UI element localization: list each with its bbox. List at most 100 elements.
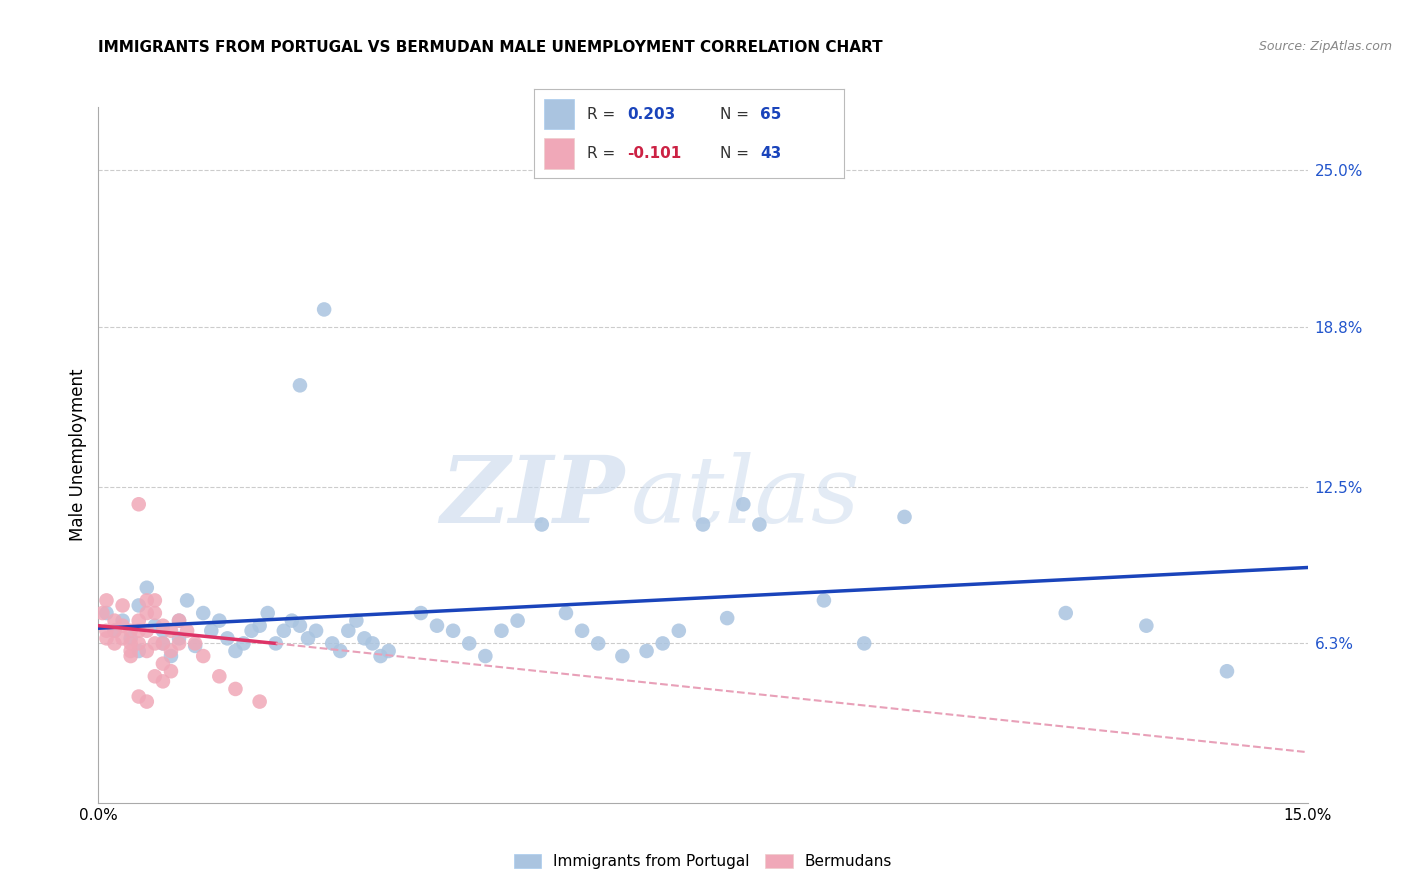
- Point: [152, 636, 174, 650]
- Point: [152, 674, 174, 689]
- Point: [249, 695, 271, 709]
- Point: [111, 614, 134, 628]
- Point: [135, 644, 157, 658]
- Point: [530, 517, 553, 532]
- Point: [96, 624, 118, 638]
- Point: [1054, 606, 1077, 620]
- Point: [249, 618, 271, 632]
- Point: [853, 636, 876, 650]
- Point: [128, 690, 150, 704]
- Point: [668, 624, 690, 638]
- Point: [264, 636, 287, 650]
- Point: [103, 614, 125, 628]
- Point: [143, 618, 166, 632]
- Point: [111, 632, 134, 646]
- Point: [160, 644, 183, 658]
- Point: [96, 632, 118, 646]
- Point: [193, 606, 215, 620]
- Point: [409, 606, 432, 620]
- Point: [143, 636, 166, 650]
- Point: [305, 624, 328, 638]
- Point: [111, 618, 134, 632]
- Point: [224, 681, 246, 696]
- Point: [167, 614, 190, 628]
- Text: Source: ZipAtlas.com: Source: ZipAtlas.com: [1258, 40, 1392, 54]
- Point: [813, 593, 835, 607]
- Point: [167, 636, 190, 650]
- Text: N =: N =: [720, 146, 754, 161]
- Point: [152, 618, 174, 632]
- Point: [160, 648, 183, 663]
- Point: [91, 606, 114, 620]
- Point: [184, 639, 207, 653]
- Point: [103, 636, 125, 650]
- Point: [143, 606, 166, 620]
- Point: [506, 614, 529, 628]
- Point: [143, 669, 166, 683]
- Point: [152, 636, 174, 650]
- Text: 43: 43: [761, 146, 782, 161]
- Point: [281, 614, 304, 628]
- Point: [612, 648, 634, 663]
- Point: [586, 636, 609, 650]
- Point: [128, 644, 150, 658]
- Point: [232, 636, 254, 650]
- Point: [208, 614, 231, 628]
- Point: [288, 378, 311, 392]
- Legend: Immigrants from Portugal, Bermudans: Immigrants from Portugal, Bermudans: [508, 847, 898, 875]
- Point: [377, 644, 399, 658]
- Text: 65: 65: [761, 107, 782, 121]
- Point: [143, 593, 166, 607]
- Point: [120, 644, 142, 658]
- Point: [555, 606, 578, 620]
- Text: -0.101: -0.101: [627, 146, 682, 161]
- Point: [474, 648, 496, 663]
- Point: [120, 636, 142, 650]
- Point: [176, 593, 198, 607]
- Point: [426, 618, 449, 632]
- Point: [135, 624, 157, 638]
- Point: [200, 624, 222, 638]
- Point: [733, 497, 755, 511]
- Point: [128, 614, 150, 628]
- Point: [1216, 665, 1239, 679]
- Point: [135, 606, 157, 620]
- Point: [370, 648, 392, 663]
- Point: [1135, 618, 1157, 632]
- Point: [135, 593, 157, 607]
- Point: [160, 665, 183, 679]
- Point: [716, 611, 738, 625]
- Text: R =: R =: [586, 146, 620, 161]
- Text: N =: N =: [720, 107, 754, 121]
- Text: atlas: atlas: [630, 451, 860, 541]
- Point: [176, 624, 198, 638]
- Point: [273, 624, 295, 638]
- Point: [353, 632, 375, 646]
- Point: [103, 624, 125, 638]
- Point: [329, 644, 352, 658]
- Point: [184, 636, 207, 650]
- Point: [321, 636, 343, 650]
- Point: [167, 632, 190, 646]
- Point: [120, 624, 142, 638]
- Point: [297, 632, 319, 646]
- Point: [193, 648, 215, 663]
- Text: R =: R =: [586, 107, 620, 121]
- Point: [441, 624, 464, 638]
- Point: [361, 636, 384, 650]
- Point: [120, 632, 142, 646]
- Point: [314, 302, 336, 317]
- FancyBboxPatch shape: [544, 138, 575, 169]
- Point: [288, 618, 311, 632]
- Point: [217, 632, 239, 646]
- Point: [111, 599, 134, 613]
- Point: [893, 509, 915, 524]
- Point: [748, 517, 770, 532]
- Point: [96, 593, 118, 607]
- Point: [224, 644, 246, 658]
- Point: [458, 636, 481, 650]
- Y-axis label: Male Unemployment: Male Unemployment: [69, 368, 87, 541]
- Point: [636, 644, 658, 658]
- Point: [256, 606, 278, 620]
- Text: IMMIGRANTS FROM PORTUGAL VS BERMUDAN MALE UNEMPLOYMENT CORRELATION CHART: IMMIGRANTS FROM PORTUGAL VS BERMUDAN MAL…: [98, 40, 883, 55]
